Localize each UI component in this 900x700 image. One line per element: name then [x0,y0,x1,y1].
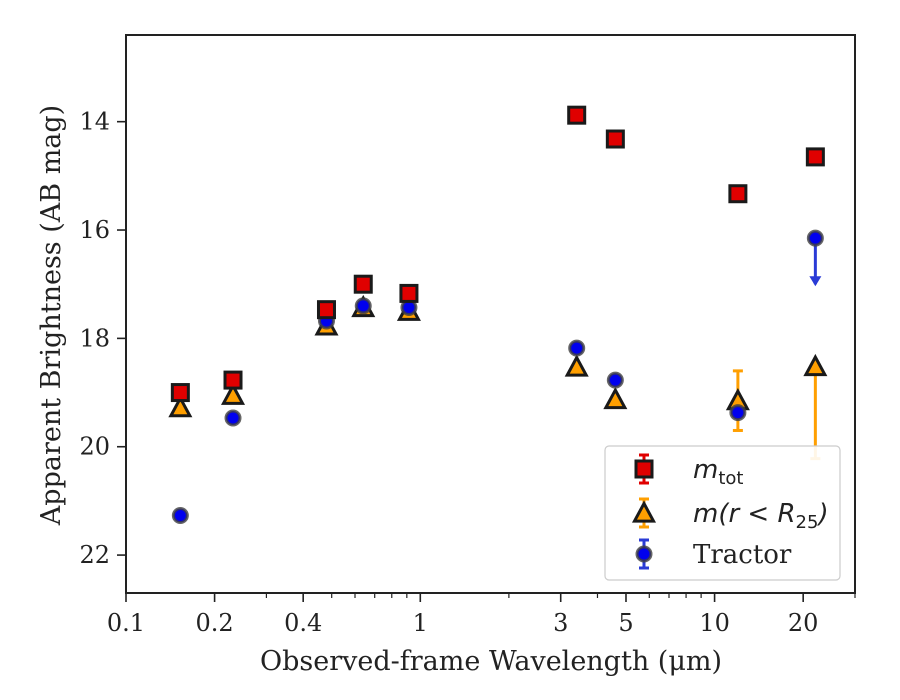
data-point-triangle [564,354,589,377]
data-point-square [399,283,419,303]
data-point-triangle [803,353,828,377]
plot-frame [125,34,856,594]
y-tick-label: 18 [79,324,110,352]
data-point-circle [224,409,242,427]
legend-label-main: m(r < R [693,499,796,529]
x-tick-label: 20 [788,609,819,637]
data-point-square [223,370,243,390]
legend-label: mtot [693,455,743,489]
x-tick-label: 0.2 [196,609,234,637]
legend-label-main: m [693,455,718,485]
upper-limit-arrowhead [809,276,822,287]
data-point-triangle [220,382,246,405]
data-point-square [316,300,336,320]
series-square [170,105,825,403]
x-tick-label: 5 [618,609,633,637]
legend-marker-square [634,459,654,479]
x-tick-label: 10 [699,609,730,637]
series-triangle [168,294,828,461]
legend-label: Tractor [693,540,792,570]
x-tick-label: 1 [413,609,428,637]
y-tick-label: 16 [79,216,110,244]
data-point-circle [806,229,824,247]
legend-label-subscript: 25 [796,512,819,533]
legend-marker-circle [635,545,653,563]
y-tick-label: 20 [79,433,110,461]
x-tick-label: 0.4 [284,609,322,637]
data-point-square [805,147,825,167]
data-point-square [728,184,748,204]
legend: mtot m(r < R25) Tractor [604,445,841,581]
x-axis-label: Observed-frame Wavelength (μm) [260,646,722,677]
legend-label-subscript: tot [718,468,743,489]
y-tick-label: 22 [79,541,110,569]
data-point-circle [354,297,372,315]
data-point-circle [729,404,747,422]
data-point-circle [171,507,189,525]
data-point-square [567,105,587,125]
x-tick-label: 3 [553,609,568,637]
data-point-circle [568,339,586,357]
legend-label-tail: ) [816,499,828,529]
legend-label: m(r < R25) [693,499,829,533]
y-tick-label: 14 [79,108,110,136]
data-point-square [353,274,373,294]
data-point-square [605,129,625,149]
legend-box [604,445,841,581]
data-point-triangle [168,395,193,418]
legend-marker-triangle [631,500,657,523]
x-tick-label: 0.1 [107,609,145,637]
data-point-triangle [603,386,628,410]
plot-area [168,105,828,525]
y-axis-label: Apparent Brightness (AB mag) [36,105,67,526]
data-point-square [170,383,190,403]
data-point-circle [606,371,624,389]
axes: 0.1 0.2 0.4 1 3 5 10 20 14 16 18 20 22 [79,34,856,637]
